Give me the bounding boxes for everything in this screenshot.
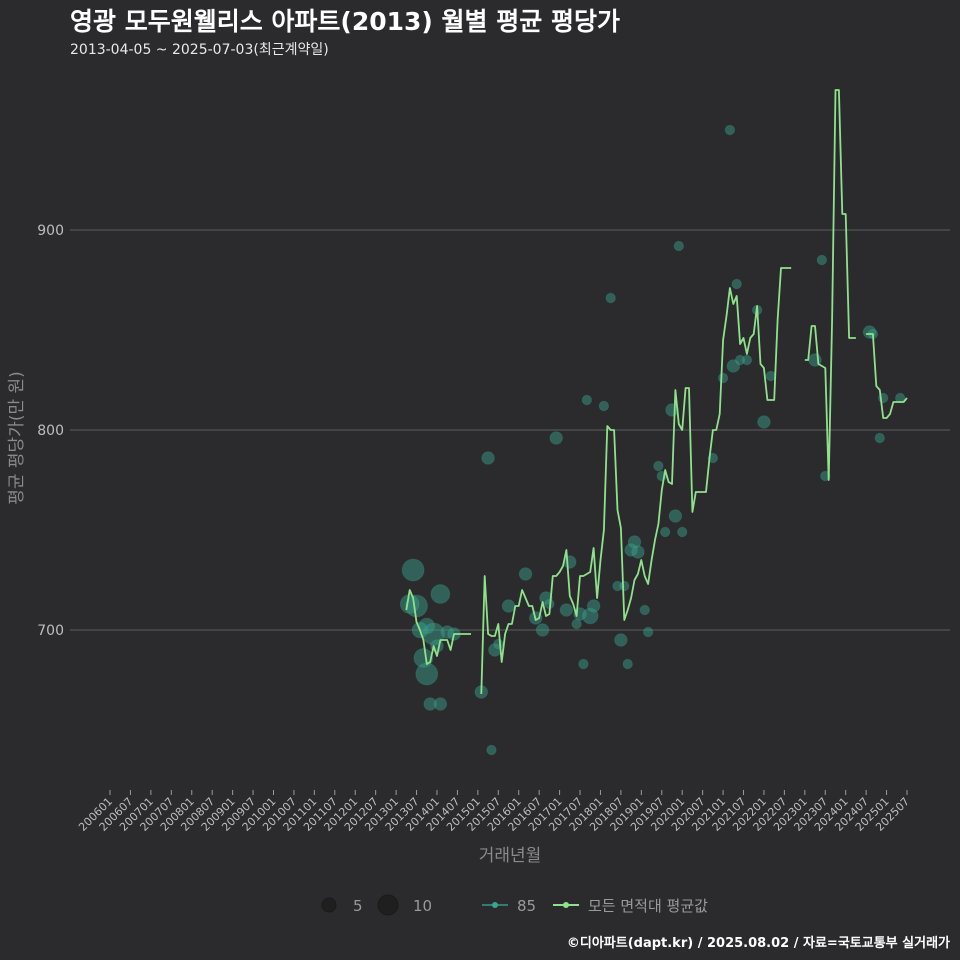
y-tick-label-900: 900 (37, 223, 64, 239)
y-axis-title: 평균 평당가(만 원) (7, 371, 27, 505)
y-tick-label-800: 800 (37, 423, 64, 439)
data-point (757, 415, 771, 429)
data-point (619, 580, 630, 592)
data-point (622, 658, 633, 670)
data-point (724, 124, 736, 136)
data-point (586, 599, 601, 613)
data-point (598, 400, 610, 412)
data-point (653, 460, 664, 472)
data-point (423, 697, 437, 711)
data-point (726, 359, 741, 373)
average-line-segment (480, 267, 792, 695)
data-point (581, 607, 599, 625)
data-point (677, 526, 688, 538)
legend-points-label: 85 (517, 897, 536, 915)
average-line-segment (866, 333, 908, 419)
data-point (816, 254, 828, 266)
average-line-segment (804, 89, 856, 481)
data-point (642, 626, 654, 638)
data-point (624, 543, 638, 557)
data-point (578, 658, 589, 670)
legend-size-large-label: 10 (413, 897, 432, 915)
data-point (430, 584, 451, 604)
data-point (874, 432, 885, 444)
data-point (639, 604, 650, 616)
y-tick-label-700: 700 (37, 623, 64, 639)
data-point (668, 509, 683, 523)
data-point (673, 240, 684, 252)
data-point (820, 470, 831, 482)
data-point (659, 526, 671, 538)
data-point (549, 431, 563, 445)
data-point (765, 370, 776, 382)
average-line-segment (405, 589, 471, 665)
source-caption: ©디아파트(dapt.kr) / 2025.08.02 / 자료=국토교통부 실… (566, 936, 950, 951)
data-point (415, 662, 439, 686)
data-point (731, 278, 742, 290)
chart-subtitle: 2013-04-05 ~ 2025-07-03(최근계약일) (70, 42, 329, 58)
legend-size-small-marker (321, 897, 337, 913)
data-point (433, 697, 448, 711)
data-point (627, 535, 642, 549)
chart-title: 영광 모두원웰리스 아파트(2013) 월별 평균 평당가 (70, 7, 620, 36)
legend-line-label: 모든 면적대 평균값 (588, 897, 708, 915)
data-point (539, 591, 553, 605)
data-point (614, 633, 628, 647)
legend-size-large-marker (377, 894, 399, 916)
average-line (405, 89, 908, 695)
data-point (581, 394, 593, 406)
data-point (440, 625, 454, 639)
grid-lines (70, 229, 950, 631)
data-point (422, 622, 445, 646)
data-point (486, 744, 497, 756)
x-axis-ticks: 2006012006072007012007072008012008072009… (76, 790, 912, 834)
legend-size-small-label: 5 (353, 897, 363, 915)
data-point (571, 618, 582, 630)
data-point (518, 567, 533, 581)
data-point (501, 599, 516, 613)
x-axis-title: 거래년월 (479, 846, 542, 866)
y-axis-ticks: 700 800 900 (37, 223, 64, 639)
legend-points-swatch-dot (492, 902, 498, 908)
data-point (741, 354, 753, 366)
data-point (493, 638, 504, 650)
data-point (559, 603, 574, 617)
data-point (535, 623, 550, 637)
legend: 5 10 85 모든 면적대 평균값 (321, 894, 708, 916)
data-point (401, 558, 425, 582)
legend-line-swatch-dot (563, 902, 569, 908)
data-point (631, 545, 645, 559)
data-point (605, 292, 616, 304)
data-point (734, 354, 746, 366)
data-point (481, 451, 495, 465)
data-point (717, 372, 729, 384)
